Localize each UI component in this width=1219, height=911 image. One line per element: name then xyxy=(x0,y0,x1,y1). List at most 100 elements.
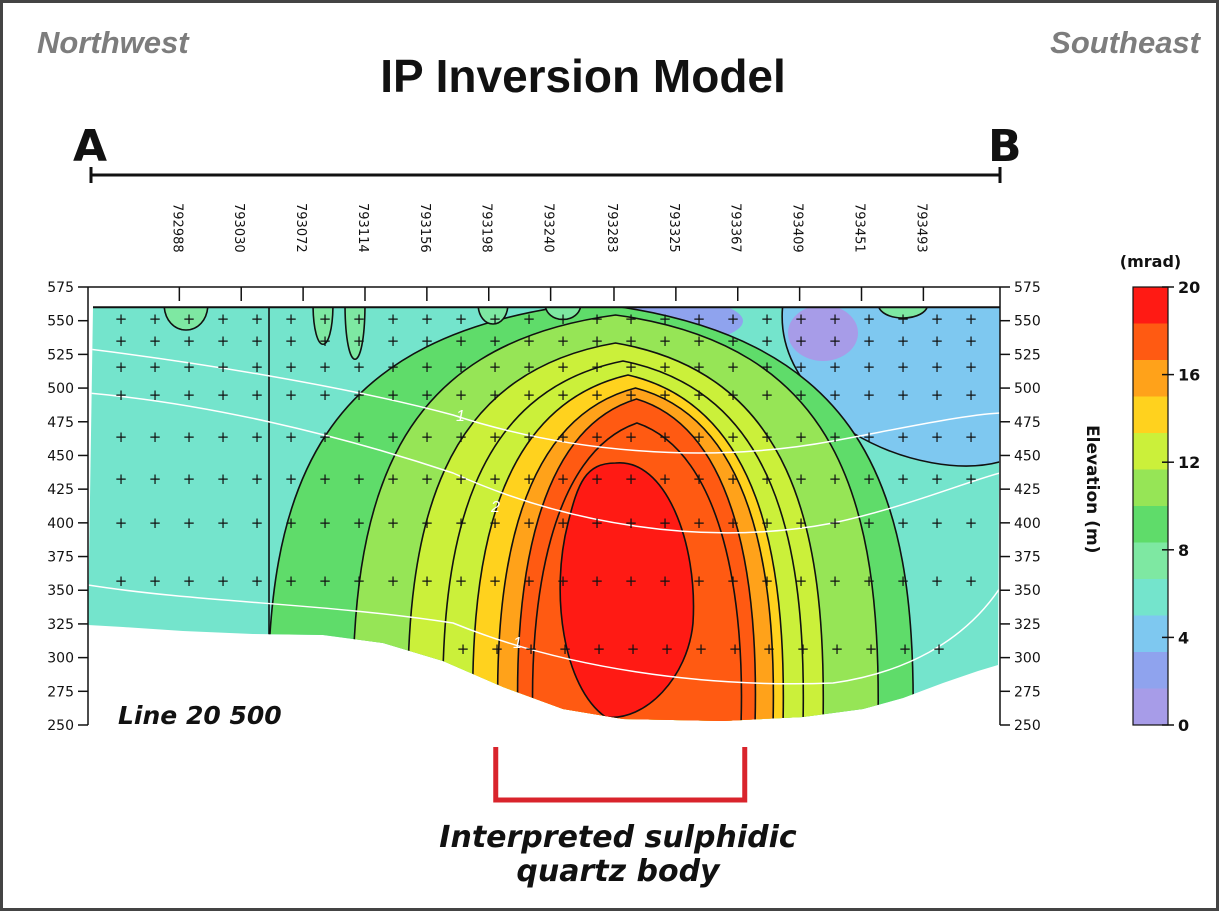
data-point-marker: + xyxy=(625,310,638,328)
data-point-marker: + xyxy=(931,332,944,350)
data-point-marker: + xyxy=(761,514,774,532)
data-point-marker: + xyxy=(797,640,810,658)
data-point-marker: + xyxy=(727,386,740,404)
colorbar-segment xyxy=(1133,433,1168,470)
data-point-marker: + xyxy=(829,470,842,488)
data-point-marker: + xyxy=(693,428,706,446)
data-point-marker: + xyxy=(795,358,808,376)
data-point-marker: + xyxy=(829,386,842,404)
data-point-marker: + xyxy=(525,640,538,658)
data-point-marker: + xyxy=(897,358,910,376)
data-point-marker: + xyxy=(489,332,502,350)
data-point-marker: + xyxy=(795,572,808,590)
data-point-marker: + xyxy=(217,310,230,328)
data-point-marker: + xyxy=(183,572,196,590)
surface-lobe-3 xyxy=(344,307,366,361)
data-point-marker: + xyxy=(251,332,264,350)
data-point-marker: + xyxy=(761,332,774,350)
data-point-marker: + xyxy=(183,310,196,328)
surface-lobe-1 xyxy=(163,307,209,331)
data-point-marker: + xyxy=(489,470,502,488)
data-point-marker: + xyxy=(591,332,604,350)
data-point-marker: + xyxy=(695,640,708,658)
data-point-marker: + xyxy=(251,386,264,404)
data-point-marker: + xyxy=(523,386,536,404)
data-point-marker: + xyxy=(557,358,570,376)
data-point-marker: + xyxy=(659,470,672,488)
x-tick-label-793493: 793493 xyxy=(913,203,928,253)
data-point-marker: + xyxy=(421,332,434,350)
data-point-marker: + xyxy=(523,310,536,328)
data-point-marker: + xyxy=(251,310,264,328)
y-tick-label-right-375: 375 xyxy=(1014,550,1041,566)
white-contour-2 xyxy=(88,392,1000,534)
data-point-marker: + xyxy=(319,310,332,328)
colorbar-tick-label-12: 12 xyxy=(1178,453,1200,472)
data-point-marker: + xyxy=(387,332,400,350)
data-point-marker: + xyxy=(863,572,876,590)
data-point-marker: + xyxy=(863,332,876,350)
data-point-marker: + xyxy=(795,310,808,328)
data-point-marker: + xyxy=(217,572,230,590)
data-point-marker: + xyxy=(659,358,672,376)
y-tick-label-left-450: 450 xyxy=(47,448,74,464)
data-point-marker: + xyxy=(353,428,366,446)
colorbar-tick-label-8: 8 xyxy=(1178,541,1189,560)
data-point-marker: + xyxy=(897,386,910,404)
data-point-marker: + xyxy=(693,514,706,532)
data-point-marker: + xyxy=(829,310,842,328)
data-point-marker: + xyxy=(421,572,434,590)
data-point-marker: + xyxy=(557,514,570,532)
data-point-marker: + xyxy=(285,386,298,404)
data-point-marker: + xyxy=(455,572,468,590)
y-tick-label-left-250: 250 xyxy=(47,718,74,734)
data-point-marker: + xyxy=(659,514,672,532)
y-tick-label-right-325: 325 xyxy=(1014,617,1041,633)
data-point-marker: + xyxy=(795,428,808,446)
y-tick-label-right-400: 400 xyxy=(1014,516,1041,532)
data-point-marker: + xyxy=(897,310,910,328)
x-tick-label-793198: 793198 xyxy=(479,203,494,253)
northwest-label: Northwest xyxy=(37,25,189,60)
data-point-marker: + xyxy=(795,332,808,350)
colorbar-tick-label-4: 4 xyxy=(1178,628,1189,647)
data-point-marker: + xyxy=(931,386,944,404)
data-point-marker: + xyxy=(387,428,400,446)
y-tick-label-right-250: 250 xyxy=(1014,718,1041,734)
data-point-marker: + xyxy=(931,428,944,446)
y-tick-label-left-550: 550 xyxy=(47,314,74,330)
data-point-marker: + xyxy=(829,514,842,532)
data-point-marker: + xyxy=(897,332,910,350)
x-tick-label-793114: 793114 xyxy=(355,203,370,253)
y-tick-label-left-500: 500 xyxy=(47,381,74,397)
data-point-marker: + xyxy=(285,514,298,532)
x-tick-label-793325: 793325 xyxy=(666,203,681,253)
x-tick-label-793283: 793283 xyxy=(604,203,619,253)
data-point-marker: + xyxy=(727,514,740,532)
data-point-marker: + xyxy=(523,572,536,590)
data-point-marker: + xyxy=(421,470,434,488)
data-point-marker: + xyxy=(933,640,946,658)
line-label: Line 20 500 xyxy=(118,701,282,730)
data-point-marker: + xyxy=(149,470,162,488)
data-point-marker: + xyxy=(591,572,604,590)
data-point-marker: + xyxy=(727,332,740,350)
data-point-marker: + xyxy=(217,358,230,376)
white-contour-1 xyxy=(88,348,1000,454)
data-point-marker: + xyxy=(727,310,740,328)
colorbar-segment xyxy=(1133,360,1168,397)
data-point-marker: + xyxy=(897,428,910,446)
profile-end-label: B xyxy=(988,121,1022,172)
data-point-marker: + xyxy=(965,310,978,328)
data-point-marker: + xyxy=(727,572,740,590)
data-point-marker: + xyxy=(661,640,674,658)
data-point-marker: + xyxy=(319,332,332,350)
data-point-marker: + xyxy=(217,386,230,404)
white-contour-label-1: 1 xyxy=(456,408,465,425)
data-point-marker: + xyxy=(693,332,706,350)
data-point-marker: + xyxy=(285,332,298,350)
data-point-marker: + xyxy=(183,514,196,532)
colorbar-segment xyxy=(1133,652,1168,689)
data-point-marker: + xyxy=(591,310,604,328)
